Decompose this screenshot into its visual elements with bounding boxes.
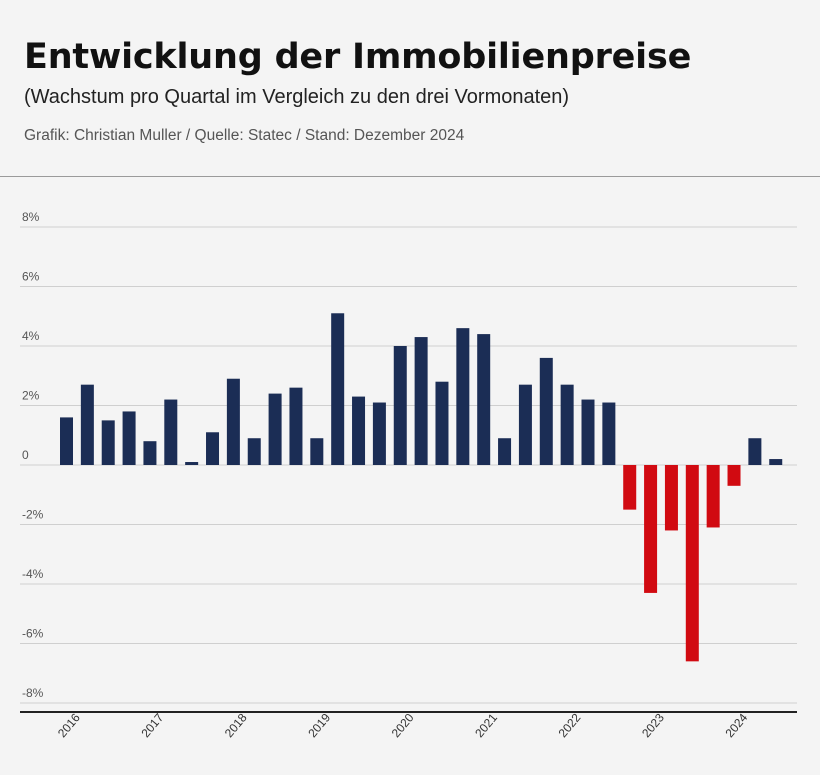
grid-lines xyxy=(20,226,797,704)
bar-2023-q1 xyxy=(644,465,658,593)
x-tick-label: 2022 xyxy=(556,710,584,740)
bar-2016-q4 xyxy=(122,411,136,465)
header-divider xyxy=(0,176,820,177)
bar-2022-q2 xyxy=(581,399,595,465)
bar-2024-q3 xyxy=(769,459,783,465)
bar-2022-q4 xyxy=(623,465,637,510)
x-tick-label: 2018 xyxy=(222,710,250,740)
bar-2023-q2 xyxy=(664,465,678,531)
bar-2016-q2 xyxy=(80,384,94,465)
chart-subtitle: (Wachstum pro Quartal im Vergleich zu de… xyxy=(24,86,570,108)
x-tick-label: 2024 xyxy=(723,710,751,740)
y-tick-label: -4% xyxy=(22,567,44,581)
bar-2017-q3 xyxy=(185,462,199,465)
x-tick-label: 2020 xyxy=(389,710,417,740)
x-axis-labels: 2016 2017 2018 2019 2020 2021 2022 2023 2024 xyxy=(55,710,751,740)
bar-2019-q4 xyxy=(372,402,386,465)
bar-2021-q2 xyxy=(498,438,512,465)
bar-2023-q4 xyxy=(706,465,720,528)
bar-2023-q3 xyxy=(685,465,699,662)
y-tick-label: -2% xyxy=(22,508,44,522)
bar-2016-q3 xyxy=(101,420,115,466)
bar-2021-q3 xyxy=(518,384,532,465)
bar-2022-q3 xyxy=(602,402,616,465)
bar-2020-q4 xyxy=(456,328,470,465)
bar-2016-q1 xyxy=(60,417,73,465)
y-axis-labels: 8% 6% 4% 2% 0 -2% -4% -6% -8% xyxy=(22,210,44,700)
chart-source: Grafik: Christian Muller / Quelle: State… xyxy=(24,127,465,144)
bar-2021-q4 xyxy=(539,357,553,465)
y-tick-label: 8% xyxy=(22,210,40,224)
bar-2020-q1 xyxy=(393,346,407,465)
x-tick-label: 2021 xyxy=(472,710,500,740)
bar-2024-q1 xyxy=(727,465,741,486)
bars xyxy=(60,313,783,662)
bar-2022-q1 xyxy=(560,384,574,465)
x-tick-label: 2016 xyxy=(55,710,83,740)
bar-2019-q2 xyxy=(331,313,345,465)
x-tick-label: 2023 xyxy=(639,710,667,740)
chart-header: Entwicklung der Immobilienpreise (Wachst… xyxy=(24,34,800,146)
x-tick-label: 2019 xyxy=(305,710,333,740)
y-tick-label: 4% xyxy=(22,329,40,343)
y-tick-label: -6% xyxy=(22,627,44,641)
bar-2017-q4 xyxy=(206,432,220,465)
bar-2024-q2 xyxy=(748,438,762,465)
y-tick-label: 2% xyxy=(22,389,40,403)
bar-2019-q3 xyxy=(352,396,366,465)
x-tick-label: 2017 xyxy=(138,710,166,740)
bar-2017-q2 xyxy=(164,399,178,465)
bar-2020-q2 xyxy=(414,337,428,465)
bar-2017-q1 xyxy=(143,441,157,465)
bar-2019-q1 xyxy=(310,438,324,465)
bar-2018-q3 xyxy=(268,393,282,465)
y-tick-label: 0 xyxy=(22,448,29,462)
bar-2021-q1 xyxy=(477,334,491,465)
bar-2018-q4 xyxy=(289,387,303,465)
y-tick-label: 6% xyxy=(22,270,40,284)
bar-2018-q1 xyxy=(226,378,240,465)
bar-2018-q2 xyxy=(247,438,261,465)
y-tick-label: -8% xyxy=(22,686,44,700)
chart-title: Entwicklung der Immobilienpreise xyxy=(24,37,692,77)
bar-2020-q3 xyxy=(435,381,449,465)
